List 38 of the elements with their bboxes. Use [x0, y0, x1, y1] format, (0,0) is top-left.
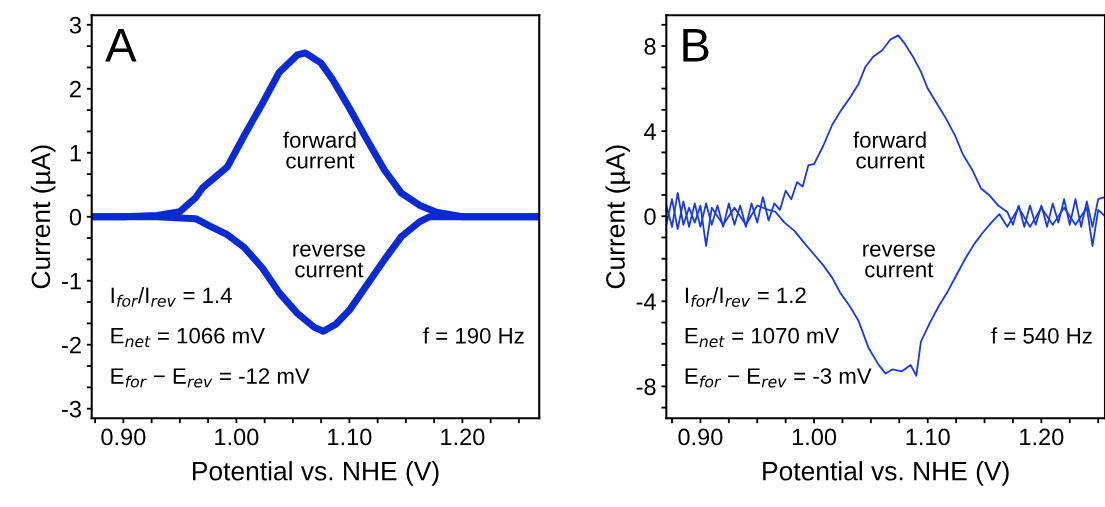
y-tick-label: -1: [62, 273, 81, 290]
y-axis-title: Current (µA): [30, 145, 56, 289]
x-tick-label: 1.20: [1020, 428, 1064, 446]
x-tick-label: 1.10: [906, 428, 950, 446]
annotation: E$_{net}$ = 1066 mV: [111, 327, 265, 348]
annotation: f = 540 Hz: [991, 327, 1092, 344]
annotation: E$_{for}$ − E$_{rev}$ = -12 mV: [111, 368, 310, 388]
annotation: I$_{for}$/I$_{rev}$ = 1.2: [685, 286, 806, 307]
annotation: reverse current: [293, 244, 365, 278]
chart-title: B: [683, 29, 709, 62]
y-tick-label: 3: [69, 16, 81, 34]
x-tick-label: 0.90: [101, 428, 146, 446]
x-axis-title: Potential vs. NHE (V): [192, 461, 439, 486]
y-tick-label: 0: [644, 208, 656, 225]
annotation: forward current: [283, 131, 356, 169]
annotation: E$_{for}$ − E$_{rev}$ = -3 mV: [685, 368, 872, 388]
y-tick-label: 0: [69, 208, 82, 226]
y-tick-label: -2: [62, 336, 81, 354]
x-tick-label: 1.00: [792, 428, 837, 446]
annotation: E$_{net}$ = 1070 mV: [685, 327, 840, 348]
y-tick-label: -4: [636, 293, 656, 310]
y-axis-title: Current (µA): [605, 145, 631, 289]
x-tick-label: 1.20: [441, 428, 485, 446]
x-tick-label: 0.90: [678, 428, 723, 446]
y-tick-label: 2: [70, 80, 81, 98]
y-tick-label: 1: [70, 145, 81, 162]
x-tick-label: 1.00: [215, 428, 259, 446]
y-tick-label: -3: [62, 400, 81, 418]
annotation: I$_{for}$/I$_{rev}$ = 1.4: [111, 286, 232, 307]
annotation: forward current: [853, 131, 926, 169]
chart-title: A: [105, 29, 137, 62]
x-tick-label: 1.10: [328, 428, 372, 446]
y-tick-label: 8: [644, 38, 656, 55]
y-tick-label: -8: [636, 378, 656, 396]
x-axis-title: Potential vs. NHE (V): [763, 461, 1009, 486]
y-tick-label: 4: [644, 123, 656, 140]
annotation: f = 190 Hz: [423, 327, 524, 344]
annotation: reverse current: [863, 244, 935, 278]
